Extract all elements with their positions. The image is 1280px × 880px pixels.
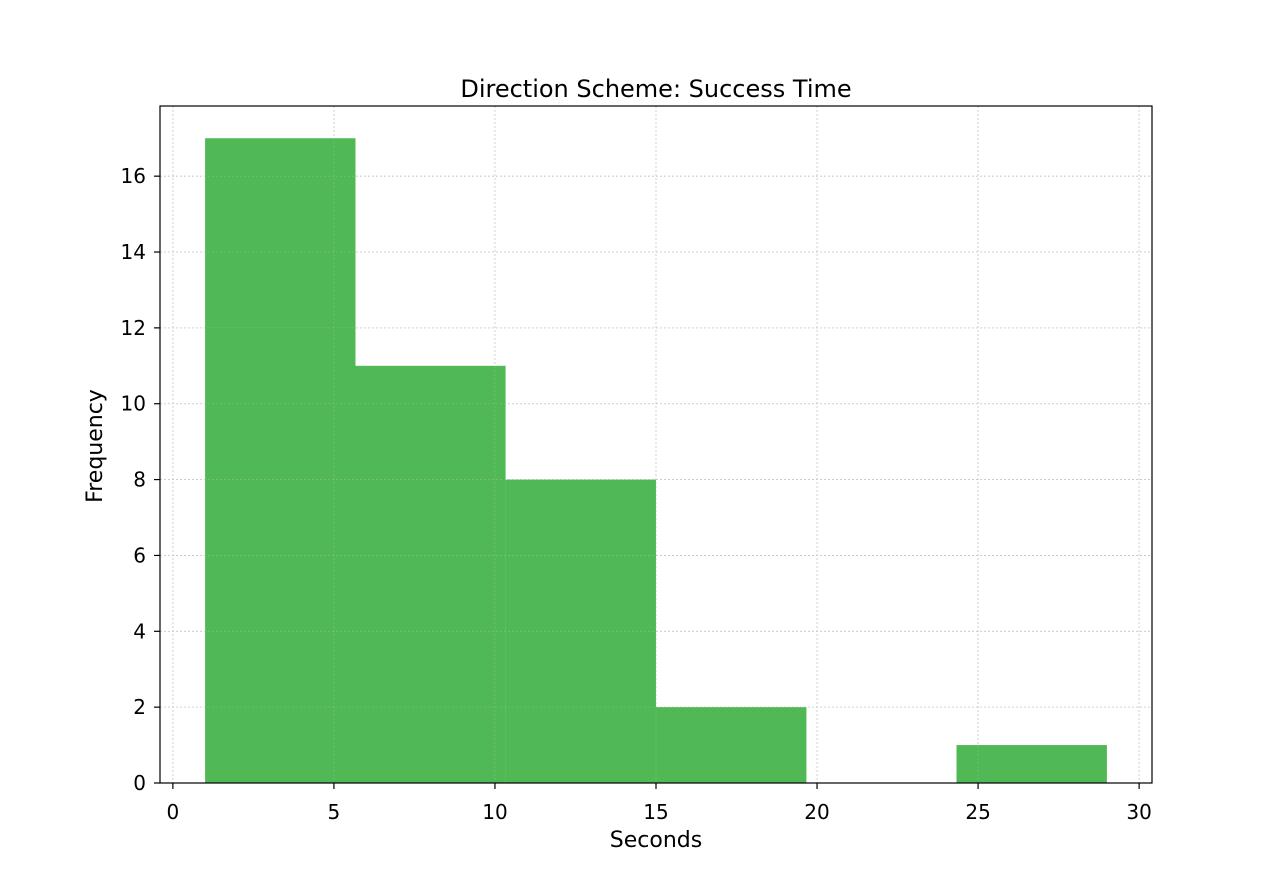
x-tick-label: 25 [965,800,990,824]
x-axis-ticks: 0 5 10 15 20 25 30 [167,783,1152,824]
y-tick-label: 16 [121,164,146,188]
x-axis-label: Seconds [610,828,702,853]
chart-title: Direction Scheme: Success Time [460,75,851,103]
y-axis-label: Frequency [83,389,108,503]
histogram-bar-3 [505,479,656,783]
histogram-bar-6 [956,745,1107,783]
histogram-bar-1 [205,138,356,783]
y-tick-label: 14 [121,240,146,264]
x-tick-label: 30 [1126,800,1151,824]
y-tick-label: 0 [133,771,146,795]
x-tick-label: 10 [482,800,507,824]
histogram-bar-2 [355,365,506,783]
y-tick-label: 10 [121,392,146,416]
x-tick-label: 20 [804,800,829,824]
x-tick-label: 5 [328,800,341,824]
y-tick-label: 6 [133,543,146,567]
y-tick-label: 8 [133,468,146,492]
y-tick-label: 4 [133,619,146,643]
y-tick-label: 12 [121,316,146,340]
bars [160,106,1152,784]
grid-overlay [160,106,1152,784]
y-axis-ticks: 0 2 4 6 8 10 12 14 16 [121,164,160,795]
histogram-bar-4 [656,707,807,783]
x-tick-label: 15 [643,800,668,824]
y-tick-label: 2 [133,695,146,719]
x-tick-label: 0 [167,800,180,824]
